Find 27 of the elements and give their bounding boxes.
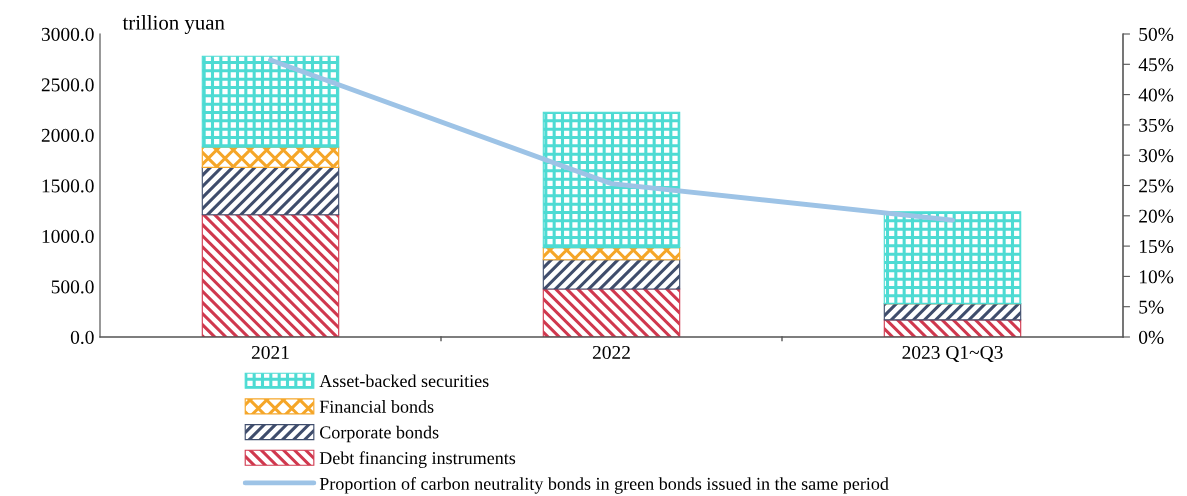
legend-label: Debt financing instruments [319, 451, 516, 468]
y2-tick-label: 5% [1139, 300, 1164, 314]
x-tick-label: 2021 [251, 345, 289, 360]
y-tick-label: 0.0 [70, 330, 94, 345]
legend-label: Proportion of carbon neutrality bonds in green bonds issued in the same period [319, 477, 889, 494]
y2-tick-label: 0% [1139, 330, 1164, 344]
y2-tick-label: 15% [1139, 239, 1174, 254]
y-axis-title: trillion yuan [122, 15, 225, 34]
x-tick-label: 2023 Q1~Q3 [902, 345, 1003, 362]
y2-tick-label: 45% [1138, 58, 1174, 72]
y2-tick-label: 50% [1139, 27, 1174, 41]
y-tick-label: 2500.0 [41, 78, 94, 92]
y2-tick-label: 20% [1139, 209, 1174, 223]
y2-tick-label: 40% [1138, 88, 1174, 102]
y-tick-label: 500.0 [51, 280, 94, 294]
legend-label: Corporate bonds [319, 425, 439, 443]
legend-label: Asset-backed securities [319, 374, 489, 388]
y-tick-label: 2000.0 [41, 128, 94, 143]
y2-tick-label: 35% [1139, 118, 1174, 132]
legend-label: Financial bonds [319, 400, 434, 413]
y2-tick-label: 10% [1139, 270, 1174, 284]
y2-tick-label: 30% [1139, 149, 1174, 163]
y-tick-label: 1000.0 [42, 229, 94, 244]
x-tick-label: 2022 [592, 345, 630, 360]
y2-tick-label: 25% [1139, 179, 1174, 193]
y-tick-label: 3000.0 [41, 27, 94, 42]
y-tick-label: 1500.0 [42, 179, 94, 193]
